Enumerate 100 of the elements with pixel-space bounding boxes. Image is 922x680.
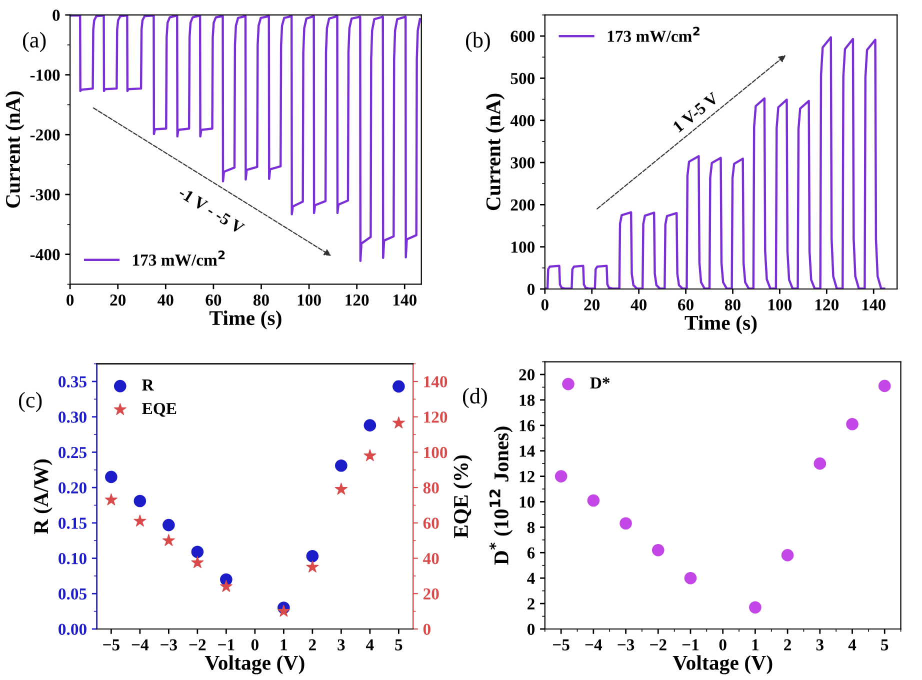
x-axis-title: Time (s) — [209, 310, 282, 330]
x-tick-label: 0 — [541, 299, 548, 310]
x-tick-label: −4 — [585, 639, 602, 650]
x-tick-label: 3 — [338, 639, 345, 650]
point — [306, 550, 319, 562]
y-tick-label: 100 — [512, 242, 535, 253]
y-tick-label: 6 — [527, 547, 535, 559]
point — [277, 604, 290, 617]
x-tick-label: 3 — [816, 639, 824, 650]
point — [392, 416, 405, 428]
point — [878, 380, 891, 392]
x-tick-label: 40 — [630, 299, 647, 310]
x-tick-label: 40 — [158, 294, 174, 306]
y-axis-title: Current (nA) — [5, 91, 24, 208]
x-tick-label: 60 — [206, 294, 222, 306]
text: (b) — [466, 32, 490, 52]
x-tick-label: 4 — [848, 639, 856, 650]
x-tick-label: −5 — [103, 639, 120, 650]
y2-tick-label: 120 — [424, 412, 448, 423]
legend-label: 173 mW/cm$^{2}$ — [133, 250, 225, 266]
y-tick-label: 8 — [527, 522, 535, 534]
x-tick-label: 120 — [346, 294, 369, 306]
y-tick-label: 10 — [520, 496, 535, 508]
y-tick-label: 0 — [527, 284, 535, 295]
y-tick-label: 0.05 — [58, 588, 86, 600]
y2-tick-label: 60 — [423, 518, 439, 529]
point — [364, 449, 376, 462]
x-tick-label: 100 — [298, 294, 321, 306]
y-tick-label: 0.30 — [58, 412, 86, 423]
y2-tick-label: 80 — [423, 482, 439, 494]
y-tick-label: 0.00 — [58, 624, 86, 636]
point — [554, 470, 568, 482]
y-tick-label: 0 — [52, 10, 60, 21]
x-tick-label: −1 — [218, 639, 234, 650]
annotation: -1 V - -5 V — [178, 186, 246, 234]
y-tick-label: 2 — [528, 598, 534, 610]
x-tick-label: 4 — [366, 639, 374, 650]
point — [620, 517, 632, 530]
text: (a) — [22, 32, 46, 52]
y-tick-label: 4 — [527, 572, 535, 584]
legend-label: D* — [590, 377, 610, 388]
x-tick-label: 60 — [678, 299, 694, 310]
y2-tick-label: 40 — [423, 552, 439, 564]
legend-label: R — [142, 380, 154, 390]
point — [684, 572, 697, 584]
text: (c) — [18, 392, 42, 412]
y2-axis-title: EQE (%) — [453, 455, 472, 538]
y-tick-label: 0.35 — [58, 376, 86, 388]
y-tick-label: 12 — [520, 471, 534, 482]
y-tick-label: 0.15 — [58, 518, 86, 529]
y-tick-label: -100 — [30, 70, 60, 81]
y-tick-label: 16 — [520, 420, 535, 432]
point — [335, 459, 348, 472]
point — [134, 494, 146, 508]
y-tick-label: 0.20 — [58, 482, 86, 494]
y2-tick-label: 0 — [423, 624, 430, 635]
y-tick-label: -300 — [30, 189, 60, 200]
point — [220, 580, 232, 592]
point — [191, 546, 204, 558]
x-tick-label: 20 — [110, 294, 126, 306]
legend-label: 173 mW/cm$^{2}$ — [608, 26, 700, 42]
x-tick-label: 2 — [784, 639, 792, 650]
x-tick-label: −3 — [160, 639, 178, 650]
y-tick-label: -200 — [30, 129, 60, 141]
x-tick-label: −2 — [189, 639, 206, 650]
x-tick-label: 1 — [280, 639, 287, 650]
x-tick-label: 5 — [395, 639, 402, 650]
point — [334, 482, 348, 495]
y-tick-label: 200 — [510, 199, 535, 211]
x-tick-label: −1 — [682, 639, 699, 650]
x-tick-label: 100 — [768, 299, 792, 310]
y-tick-label: 18 — [520, 394, 535, 406]
point — [814, 457, 826, 470]
y2-tick-label: 140 — [424, 376, 448, 388]
point — [105, 470, 118, 484]
x-tick-label: −2 — [650, 639, 666, 650]
y-tick-label: 300 — [510, 157, 535, 168]
x-tick-label: 0 — [719, 639, 726, 650]
point — [846, 418, 858, 430]
x-tick-label: 2 — [308, 639, 316, 650]
y-axis-title: R (A/W) — [33, 459, 52, 534]
point — [587, 494, 600, 507]
y-tick-label: 400 — [510, 115, 535, 126]
y-tick-label: 600 — [510, 30, 535, 42]
y-axis-title: D$^{*}$ (10$^{12}$ Jones) — [489, 426, 513, 565]
x-tick-label: −3 — [618, 639, 634, 650]
point — [306, 560, 319, 572]
x-tick-label: 5 — [881, 639, 888, 650]
point — [749, 601, 762, 614]
x-axis-title: Voltage (V) — [672, 655, 772, 674]
x-tick-label: 140 — [862, 299, 886, 310]
y-tick-label: 20 — [519, 369, 535, 380]
x-tick-label: 140 — [393, 294, 416, 306]
y-tick-label: 0 — [527, 624, 535, 635]
point — [104, 493, 118, 506]
x-axis-title: Voltage (V) — [204, 655, 304, 674]
x-axis-title: Time (s) — [684, 315, 757, 334]
x-tick-label: 80 — [724, 299, 740, 310]
y2-tick-label: 100 — [424, 446, 448, 458]
point — [162, 518, 175, 532]
